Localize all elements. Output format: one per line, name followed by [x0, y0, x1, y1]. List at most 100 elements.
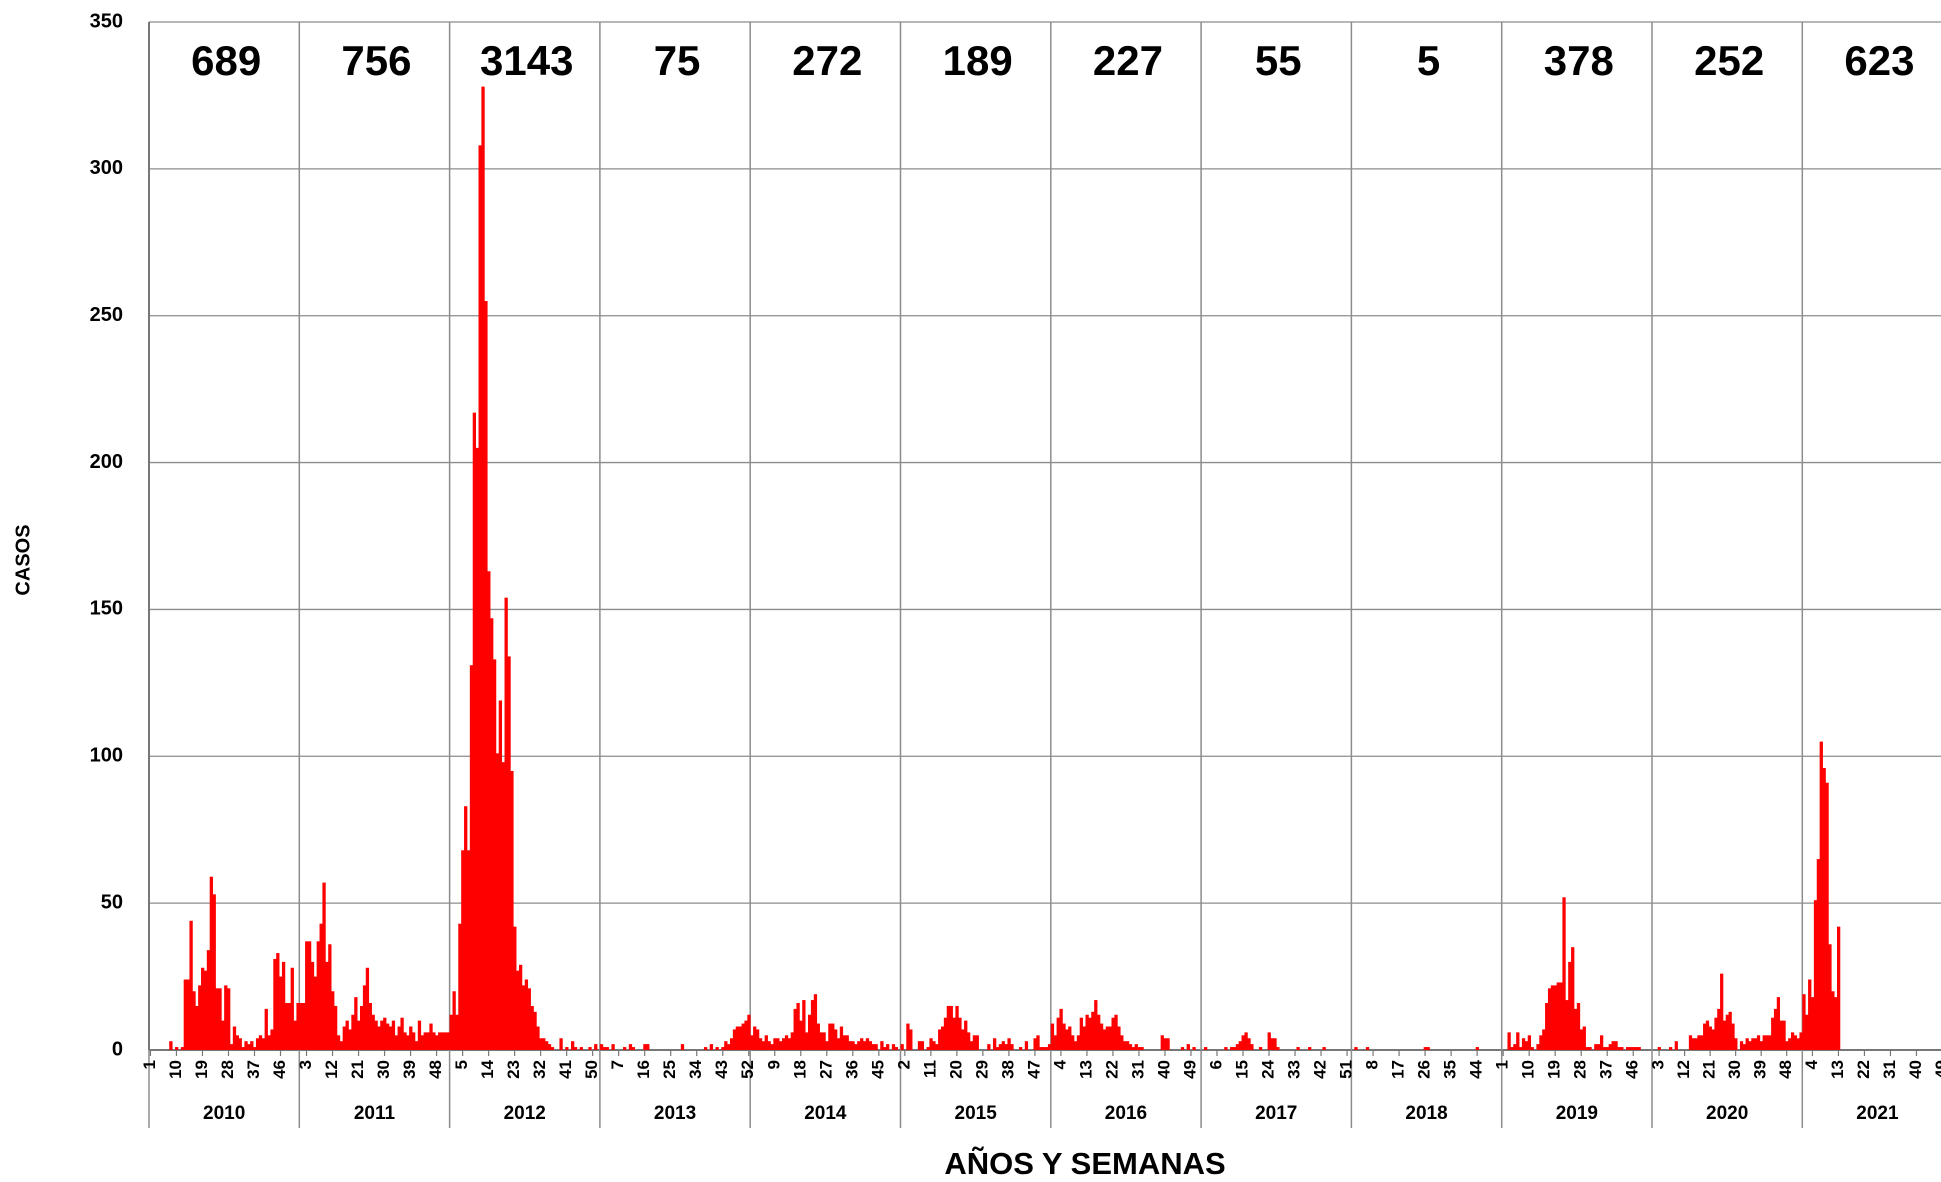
bar [865, 1038, 870, 1050]
bar [316, 941, 320, 1050]
bar [403, 1032, 407, 1050]
bar [758, 1038, 763, 1050]
bar [1091, 1011, 1095, 1050]
bar [1720, 973, 1724, 1050]
bar [938, 1029, 942, 1050]
x-tick-label: 22 [1854, 1060, 1873, 1079]
bar [709, 1044, 714, 1050]
bar [357, 1020, 361, 1050]
bar [281, 961, 286, 1050]
bar [261, 1038, 266, 1050]
x-tick-label: 29 [972, 1060, 991, 1079]
bar [1059, 1008, 1063, 1050]
bar [383, 1017, 387, 1050]
bar [267, 1035, 271, 1050]
bar [602, 1047, 607, 1050]
bar [212, 894, 216, 1050]
x-tick-label: 5 [452, 1060, 471, 1069]
bar [839, 1026, 844, 1050]
bar [1426, 1047, 1430, 1050]
bar [218, 988, 222, 1050]
bar [198, 985, 202, 1050]
bar [1166, 1038, 1170, 1050]
x-tick-label: 17 [1389, 1060, 1408, 1079]
bar [1244, 1032, 1248, 1050]
bar [735, 1026, 740, 1050]
bar [1579, 1029, 1584, 1050]
bar [1588, 1047, 1592, 1050]
x-tick-label: 6 [1206, 1060, 1225, 1069]
bar [339, 1041, 344, 1050]
x-tick-label: 23 [504, 1060, 523, 1079]
bar [1573, 1008, 1578, 1050]
bar [438, 1032, 442, 1050]
bar [1822, 768, 1826, 1050]
bar [414, 1041, 419, 1050]
bar [247, 1044, 251, 1050]
x-tick-label: 40 [1154, 1060, 1173, 1079]
bar [516, 970, 520, 1050]
bar [1258, 1047, 1263, 1050]
bar [1576, 1003, 1581, 1050]
bar [1614, 1041, 1618, 1050]
bar [1114, 1014, 1118, 1050]
bar [1270, 1038, 1274, 1050]
bar [1045, 1047, 1049, 1050]
bar [333, 1005, 338, 1050]
bar [305, 941, 309, 1050]
bar [1611, 1041, 1615, 1050]
bar [1790, 1032, 1795, 1050]
bar [461, 850, 465, 1050]
bar [1631, 1047, 1636, 1050]
bar [1625, 1047, 1630, 1050]
group-total: 378 [1544, 37, 1614, 84]
x-tick-label: 28 [218, 1060, 237, 1079]
bar [536, 1026, 540, 1050]
bar [1033, 1038, 1037, 1050]
bar [943, 1017, 948, 1050]
group-label: 2017 [1255, 1103, 1297, 1124]
bar [1516, 1032, 1520, 1050]
bar [495, 753, 500, 1050]
bar [831, 1023, 835, 1050]
x-tick-label: 4 [1050, 1059, 1069, 1069]
y-axis-title: CASOS [12, 524, 34, 595]
bar [391, 1020, 396, 1050]
bar [180, 1047, 185, 1050]
x-tick-label: 30 [1725, 1060, 1744, 1079]
bar [238, 1038, 242, 1050]
bar [727, 1044, 731, 1050]
bar [1267, 1032, 1271, 1050]
bar [521, 985, 526, 1050]
bar [1238, 1041, 1242, 1050]
bar [1276, 1047, 1280, 1050]
bar [952, 1017, 956, 1050]
x-tick-label: 51 [1337, 1060, 1356, 1079]
bar [573, 1047, 578, 1050]
bar [998, 1044, 1003, 1050]
bar [1296, 1047, 1300, 1050]
group-total: 189 [943, 37, 1013, 84]
bar [851, 1041, 855, 1050]
bar [1224, 1047, 1228, 1050]
x-tick-label: 14 [478, 1059, 497, 1078]
bar [1128, 1044, 1133, 1050]
bar [1565, 1000, 1569, 1050]
bar [1102, 1029, 1107, 1050]
bar [1691, 1038, 1695, 1050]
bar [646, 1044, 650, 1050]
bar [975, 1035, 979, 1050]
x-tick-label: 39 [1751, 1060, 1770, 1079]
bar [741, 1023, 745, 1050]
y-tick-label: 0 [112, 1038, 123, 1060]
x-tick-label: 49 [1932, 1060, 1941, 1079]
bar [1097, 1014, 1101, 1050]
bar [958, 1017, 962, 1050]
bar [507, 656, 511, 1050]
bar [1530, 1047, 1534, 1050]
x-tick-label: 26 [1415, 1060, 1434, 1079]
group-label: 2018 [1405, 1103, 1447, 1124]
bar [900, 1044, 904, 1050]
bar [258, 1035, 263, 1050]
bar [169, 1041, 173, 1050]
